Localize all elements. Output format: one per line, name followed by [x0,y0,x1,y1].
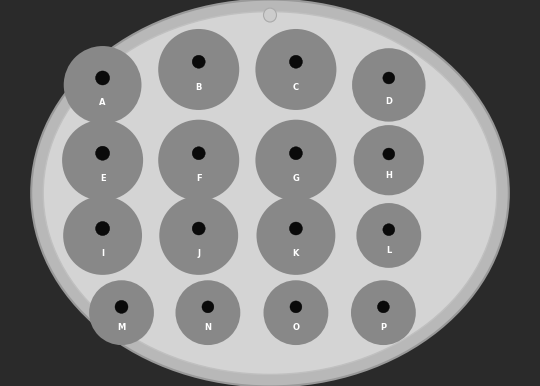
Text: E: E [100,174,105,183]
Circle shape [255,120,336,201]
Circle shape [202,301,214,313]
Circle shape [89,280,154,345]
Circle shape [356,203,421,268]
Circle shape [256,196,335,275]
Circle shape [176,280,240,345]
Circle shape [192,55,205,68]
Circle shape [192,147,205,160]
Circle shape [352,48,426,122]
Circle shape [64,46,141,124]
Circle shape [377,301,389,313]
Circle shape [63,196,142,275]
Text: F: F [196,174,201,183]
Text: K: K [293,249,299,258]
Circle shape [96,146,110,160]
Text: P: P [380,323,387,332]
Circle shape [351,280,416,345]
Circle shape [354,125,424,195]
Circle shape [158,29,239,110]
Text: D: D [386,97,392,106]
Text: N: N [205,323,211,332]
Circle shape [159,196,238,275]
Circle shape [289,222,302,235]
Ellipse shape [31,0,509,386]
Text: M: M [117,323,126,332]
Text: G: G [293,174,299,183]
Text: I: I [101,249,104,258]
Text: L: L [386,245,391,254]
Text: O: O [293,323,299,332]
Ellipse shape [43,12,497,374]
Circle shape [290,301,302,313]
Circle shape [62,120,143,201]
Circle shape [115,300,128,313]
Text: C: C [293,83,299,92]
Text: H: H [386,171,392,181]
Text: A: A [99,98,106,107]
Circle shape [383,224,395,235]
Text: J: J [197,249,200,258]
Circle shape [383,72,395,84]
Circle shape [96,222,110,235]
Circle shape [264,280,328,345]
Circle shape [383,148,395,160]
Ellipse shape [264,8,276,22]
Circle shape [96,71,110,85]
Circle shape [158,120,239,201]
Circle shape [289,147,302,160]
Text: B: B [195,83,202,92]
Circle shape [255,29,336,110]
Circle shape [289,55,302,68]
Circle shape [192,222,205,235]
